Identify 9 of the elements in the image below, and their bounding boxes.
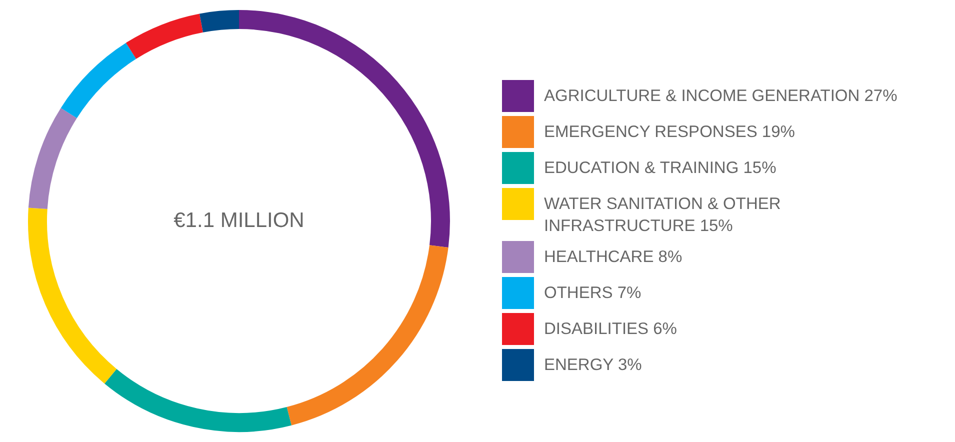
legend-label: EDUCATION & TRAINING 15% [544,158,778,179]
legend-label: EMERGENCY RESPONSES 19% [544,122,796,143]
legend-label: WATER SANITATION & OTHER INFRASTRUCTURE 15% [544,194,782,237]
legend-label: HEALTHCARE 8% [544,247,684,268]
text: €1.1 MILLION [172,208,306,234]
legend-label: AGRICULTURE & INCOME GENERATION 27% [544,86,898,107]
legend-label: OTHERS 7% [544,283,642,304]
legend-label: DISABILITIES 6% [544,319,678,340]
legend-label: ENERGY 3% [544,355,643,376]
